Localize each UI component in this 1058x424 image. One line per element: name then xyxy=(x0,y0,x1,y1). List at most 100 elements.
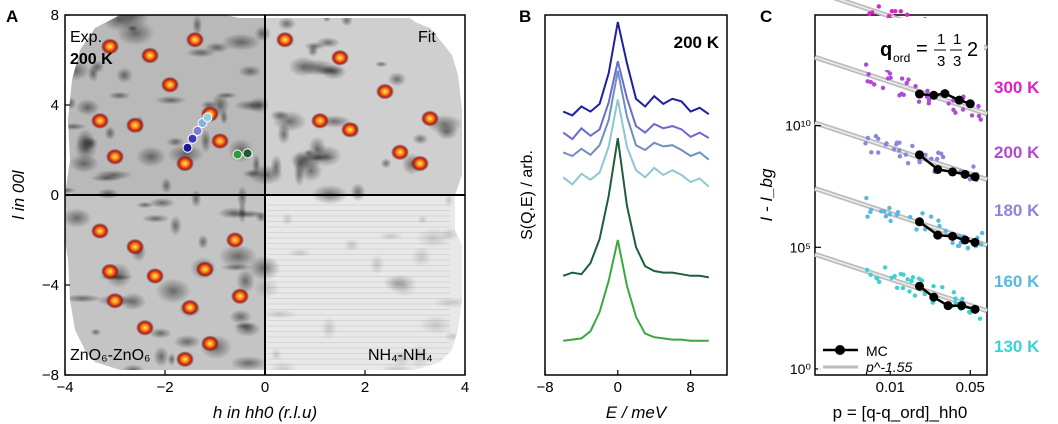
texture-blob xyxy=(148,197,176,209)
texture-blob xyxy=(242,169,263,179)
bragg-peak xyxy=(126,117,144,134)
y-tick-label: −4 xyxy=(42,277,59,294)
bragg-peak xyxy=(126,238,144,255)
bragg-peak xyxy=(211,133,229,149)
data-point xyxy=(937,223,942,229)
texture-blob xyxy=(75,128,95,155)
y-tick-label: 0 xyxy=(51,187,59,204)
texture-blob xyxy=(65,97,77,110)
texture-blob xyxy=(281,212,294,227)
data-point xyxy=(940,284,945,290)
data-point xyxy=(926,101,932,106)
data-point xyxy=(865,214,870,219)
texture-blob xyxy=(417,214,429,225)
data-point xyxy=(971,164,976,169)
mc-point xyxy=(914,217,924,227)
bragg-peaks xyxy=(91,31,439,368)
bragg-peak xyxy=(201,335,219,352)
data-point xyxy=(978,242,984,247)
data-point xyxy=(869,150,874,155)
panel-c-xlabel: p = [q-q_ord]_hh0 xyxy=(833,403,968,422)
texture-blob xyxy=(153,346,170,367)
data-point xyxy=(951,290,957,295)
q-equals: = xyxy=(916,38,928,60)
temperature-label: 200 K xyxy=(994,143,1040,162)
data-point xyxy=(936,218,941,223)
data-point xyxy=(865,267,870,273)
x-tick-label: −2 xyxy=(156,379,173,396)
panel-a-xlabel: h in hh0 (r.l.u) xyxy=(213,403,317,422)
data-point xyxy=(943,228,949,234)
y-tick-label: 4 xyxy=(51,97,59,114)
data-point xyxy=(914,227,919,232)
data-point xyxy=(882,265,888,270)
cut-markers xyxy=(182,112,253,160)
texture-blob xyxy=(197,234,209,250)
q-den-1: 3 xyxy=(937,53,945,70)
cut-marker xyxy=(192,125,203,136)
q-num-1: 1 xyxy=(937,31,945,48)
data-point xyxy=(925,88,930,94)
spectrum-line xyxy=(563,239,709,342)
panel-c-frame xyxy=(814,14,988,376)
q-symbol: q xyxy=(880,39,892,61)
data-point xyxy=(893,8,898,14)
data-point xyxy=(865,135,871,141)
texture-blob xyxy=(237,185,248,210)
data-point xyxy=(863,141,868,146)
temperature-label: 180 K xyxy=(994,201,1040,220)
data-point xyxy=(951,98,956,103)
texture-blob xyxy=(167,144,205,164)
data-point xyxy=(873,134,879,139)
bragg-peak xyxy=(311,112,329,129)
bragg-peak xyxy=(161,76,179,93)
texture-blob xyxy=(253,277,281,299)
panel-b-frame xyxy=(544,14,728,376)
spectrum-line xyxy=(562,70,710,161)
texture-blob xyxy=(148,327,172,339)
data-point xyxy=(976,104,981,109)
texture-blob xyxy=(236,268,255,294)
bragg-peak xyxy=(226,232,244,248)
data-point xyxy=(977,316,983,321)
mc-point xyxy=(954,95,964,105)
bragg-peak xyxy=(376,83,394,100)
data-point xyxy=(897,93,902,98)
data-point xyxy=(928,214,934,219)
bragg-peak xyxy=(186,31,204,48)
spectrum-line xyxy=(562,61,710,141)
x-tick-label: 8 xyxy=(686,379,694,396)
y-tick-label: 8 xyxy=(51,7,59,24)
data-point xyxy=(875,276,880,281)
data-point xyxy=(929,156,934,161)
texture-blob xyxy=(387,72,407,87)
texture-blob xyxy=(229,210,266,219)
data-point xyxy=(892,273,897,279)
mc-point xyxy=(929,292,939,302)
texture-blob xyxy=(108,91,131,100)
data-point xyxy=(888,75,893,81)
legend-mc-label: MC xyxy=(866,343,888,359)
data-point xyxy=(868,272,873,277)
x-tick-label: −8 xyxy=(536,379,553,396)
data-point xyxy=(878,209,884,214)
data-point xyxy=(912,293,918,298)
bragg-peak xyxy=(101,263,119,280)
x-tick-label: 0.05 xyxy=(956,379,985,396)
legend-mc-marker xyxy=(835,345,845,355)
data-point xyxy=(965,245,971,251)
texture-blob xyxy=(268,360,298,370)
temperature-label: 160 K xyxy=(994,272,1040,291)
spectra xyxy=(562,21,710,342)
texture-blob xyxy=(90,174,123,182)
panel-b-ticks: −8 0 8 xyxy=(536,370,695,396)
texture-blob xyxy=(65,294,103,303)
bragg-peak xyxy=(176,351,194,368)
texture-blob xyxy=(119,292,147,311)
data-point xyxy=(877,279,882,285)
mc-point xyxy=(933,164,943,174)
panel-c-letter: C xyxy=(760,7,772,26)
temperature-label: 130 K xyxy=(994,337,1040,356)
y-tick-label: 10⁰ xyxy=(790,361,812,377)
cut-marker xyxy=(202,112,213,123)
